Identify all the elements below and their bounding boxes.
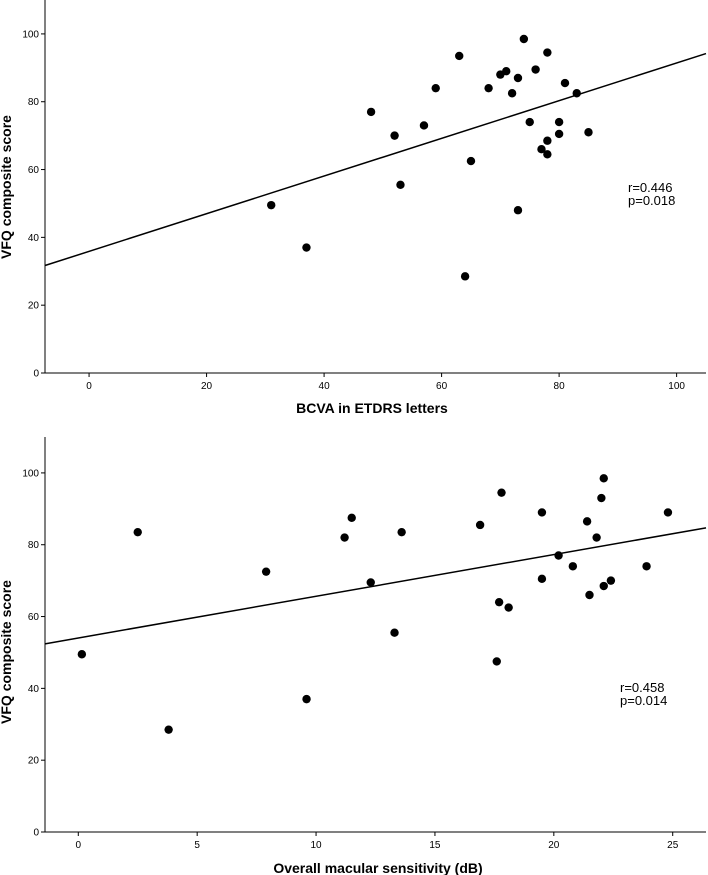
x-tick-label: 5	[194, 840, 200, 851]
data-point	[390, 131, 399, 140]
data-point	[484, 83, 493, 93]
data-point	[599, 581, 608, 591]
data-point	[543, 136, 552, 145]
y-tick-label: 100	[22, 29, 39, 40]
y-axis-title: VFQ composite score	[0, 580, 14, 724]
data-point	[543, 150, 552, 159]
correlation-p-label: p=0.018	[628, 193, 675, 208]
x-tick-label: 60	[436, 381, 448, 392]
data-point	[554, 117, 564, 127]
data-point	[302, 243, 311, 252]
data-point	[531, 65, 540, 74]
data-point	[431, 83, 440, 93]
data-point	[366, 578, 375, 587]
data-point	[592, 533, 601, 542]
data-point	[261, 567, 271, 576]
data-point	[492, 657, 501, 666]
data-point	[606, 576, 616, 585]
x-tick-label: 15	[429, 840, 441, 851]
data-point	[663, 508, 673, 517]
chart-bcva-vs-vfq: 0 20 40 60 80 100 0 20 40 60 80 100 VFQ composite s…	[0, 0, 707, 416]
data-point	[502, 67, 511, 76]
data-point	[133, 527, 142, 537]
data-point	[466, 156, 476, 166]
plot-area: 0 20 40 60 80 100 0 5 10 15 20 25	[22, 437, 707, 851]
x-tick-label: 80	[554, 381, 566, 392]
x-tick-label: 10	[310, 840, 322, 851]
y-tick-label: 80	[28, 540, 40, 551]
data-point	[525, 117, 534, 127]
data-point	[267, 200, 276, 210]
data-point	[554, 129, 564, 139]
data-point	[585, 590, 594, 600]
data-point	[582, 517, 592, 526]
data-point	[497, 488, 506, 497]
y-tick-label: 0	[33, 369, 39, 380]
correlation-r-label: r=0.446	[628, 180, 672, 195]
data-point	[397, 527, 406, 537]
data-point	[366, 107, 376, 117]
y-tick-label: 100	[22, 468, 39, 479]
x-tick-label: 100	[668, 381, 685, 392]
data-point	[164, 725, 173, 734]
regression-line	[44, 52, 707, 267]
regression-line	[44, 527, 707, 645]
data-point	[599, 474, 608, 483]
data-point	[347, 513, 356, 522]
y-tick-label: 40	[28, 233, 40, 244]
data-point	[302, 694, 311, 704]
data-point	[460, 272, 470, 281]
correlation-r-label: r=0.458	[620, 680, 664, 695]
data-point	[396, 180, 405, 190]
data-point	[519, 34, 529, 44]
y-tick-label: 20	[28, 756, 40, 767]
data-point	[560, 78, 570, 88]
data-point	[554, 551, 563, 560]
data-point	[642, 562, 651, 571]
data-point	[513, 73, 523, 83]
x-tick-label: 20	[201, 381, 213, 392]
data-point	[543, 48, 552, 57]
data-point	[572, 89, 581, 98]
y-tick-label: 80	[28, 97, 40, 108]
data-point	[513, 206, 523, 215]
y-tick-label: 60	[28, 165, 40, 176]
data-point	[537, 145, 546, 154]
x-tick-label: 0	[76, 840, 82, 851]
plot-area: 0 20 40 60 80 100 0 20 40 60 80 100	[22, 0, 707, 392]
data-point	[504, 603, 513, 612]
data-point	[455, 51, 464, 61]
data-point	[537, 508, 547, 517]
data-point	[419, 121, 429, 130]
x-tick-label: 0	[86, 381, 92, 392]
y-tick-label: 0	[33, 828, 39, 839]
data-point	[568, 562, 578, 571]
data-point	[507, 89, 517, 98]
data-point	[584, 128, 593, 137]
data-point	[537, 574, 547, 584]
chart-sensitivity-vs-vfq: 0 20 40 60 80 100 0 5 10 15 20 25 VFQ composite sco…	[0, 437, 707, 875]
data-point	[475, 520, 485, 530]
data-point	[390, 628, 399, 637]
x-tick-label: 25	[667, 840, 679, 851]
data-point	[494, 597, 504, 607]
data-point	[77, 650, 87, 659]
x-axis-title: Overall macular sensitivity (dB)	[273, 860, 482, 875]
x-tick-label: 20	[548, 840, 560, 851]
y-tick-label: 20	[28, 301, 40, 312]
data-point	[340, 533, 349, 542]
correlation-p-label: p=0.014	[620, 693, 667, 708]
y-axis-title: VFQ composite score	[0, 115, 14, 259]
y-tick-label: 60	[28, 612, 40, 623]
x-tick-label: 40	[319, 381, 331, 392]
x-axis-title: BCVA in ETDRS letters	[296, 400, 448, 416]
y-tick-label: 40	[28, 684, 40, 695]
data-point	[597, 493, 606, 503]
